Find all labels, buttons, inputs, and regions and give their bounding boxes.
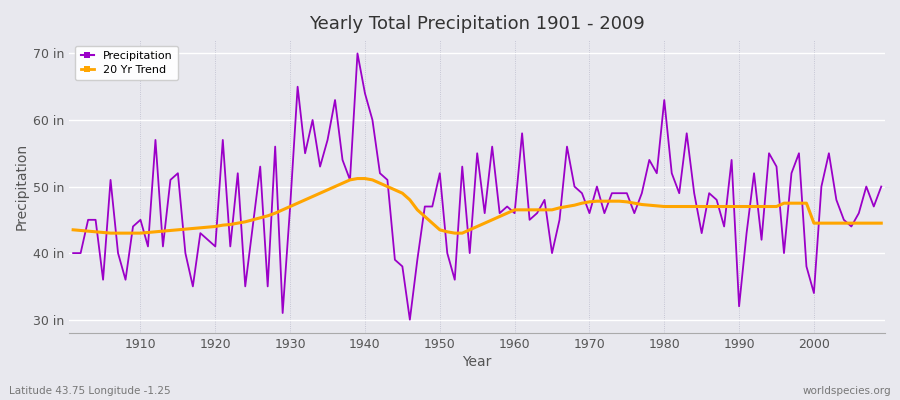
Legend: Precipitation, 20 Yr Trend: Precipitation, 20 Yr Trend — [75, 46, 178, 80]
Text: worldspecies.org: worldspecies.org — [803, 386, 891, 396]
Title: Yearly Total Precipitation 1901 - 2009: Yearly Total Precipitation 1901 - 2009 — [310, 15, 645, 33]
Y-axis label: Precipitation: Precipitation — [15, 143, 29, 230]
Text: Latitude 43.75 Longitude -1.25: Latitude 43.75 Longitude -1.25 — [9, 386, 171, 396]
X-axis label: Year: Year — [463, 355, 492, 369]
